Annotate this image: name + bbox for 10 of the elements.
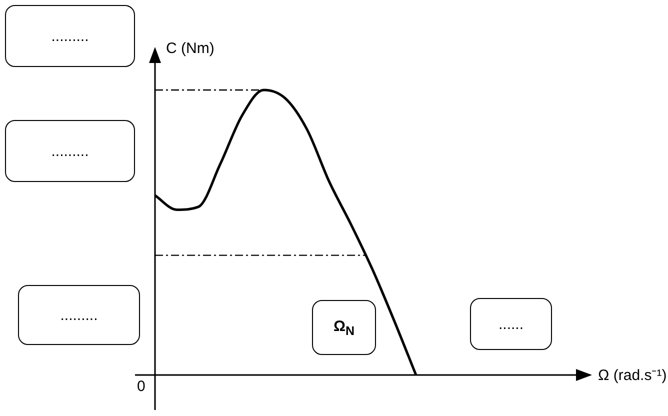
speech-bubble: .........: [5, 5, 135, 67]
speech-bubble: Ω$_{N}$: [312, 300, 376, 355]
y-axis-title: C (Nm): [166, 40, 214, 57]
speech-bubble: .........: [5, 120, 135, 182]
speech-bubble: ......: [470, 298, 552, 350]
annotation: ......: [498, 316, 524, 332]
x-axis-title: Ω (rad.s⁻¹): [598, 366, 667, 384]
text: 0: [137, 378, 146, 395]
annotation: Ω$_{N}$: [333, 318, 355, 338]
speech-bubble: .........: [18, 285, 140, 345]
